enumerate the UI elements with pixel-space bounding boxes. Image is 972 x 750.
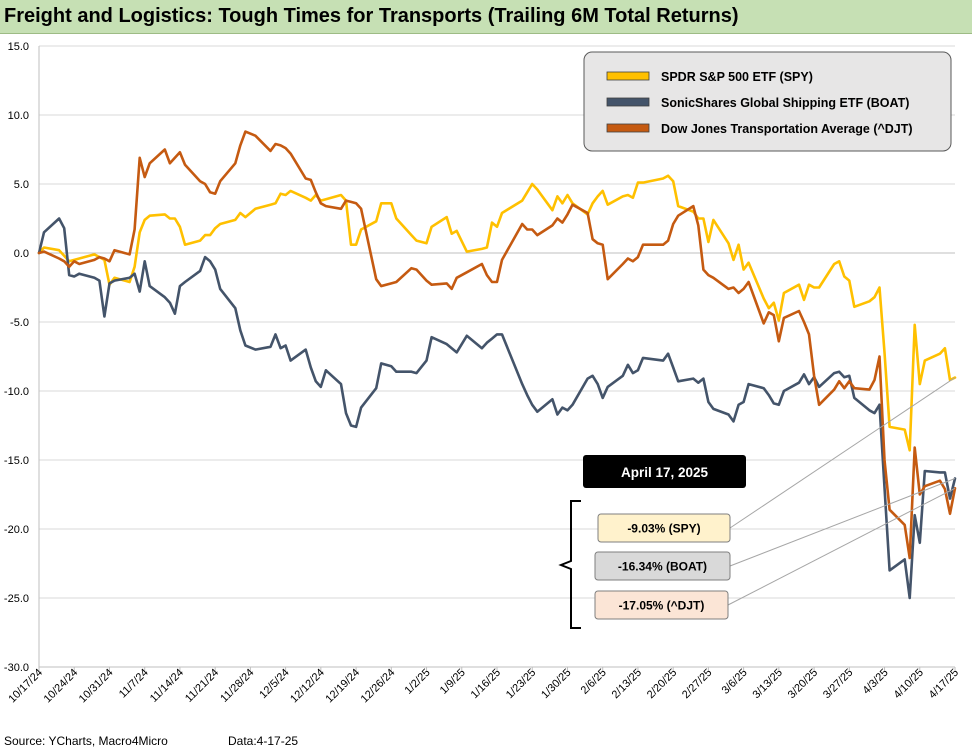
x-tick-label: 11/28/24 [218,667,256,705]
chart-canvas: 15.0 10.0 5.0 0.0 -5.0 -10.0 -15.0 -20.0 -25.0 -3… [4,41,961,706]
legend-swatch [606,97,650,107]
y-tick-label: 5.0 [14,179,29,191]
x-tick-label: 10/24/24 [42,667,81,706]
footer-data-date: Data:4-17-25 [228,734,299,748]
callout-box [594,590,729,620]
x-tick-label: 1/23/25 [504,667,538,701]
x-tick-label: 12/5/24 [257,667,291,701]
footer-source: Source: YCharts, Macro4Micro [4,734,168,748]
callout-label: -17.05% (^DJT) [619,599,705,613]
x-tick-label: 3/6/25 [720,667,750,697]
x-tick-label: 3/20/25 [786,667,820,701]
callout-box [597,513,731,543]
x-tick-label: 4/10/25 [891,667,925,701]
callout-box [594,551,731,581]
callout-leader [729,478,956,567]
callout-brace [558,500,581,629]
legend-label: SPDR S&P 500 ETF (SPY) [661,70,813,84]
y-tick-label: -20.0 [4,524,29,536]
series-layer [37,130,957,600]
x-tick-label: 2/13/25 [610,667,644,701]
series-line-1 [37,217,957,600]
x-tick-label: 12/19/24 [323,667,362,706]
series-line-0 [37,174,957,452]
y-tick-label: -10.0 [4,386,29,398]
legend-label: SonicShares Global Shipping ETF (BOAT) [661,96,909,110]
date-label: April 17, 2025 [621,465,709,480]
y-tick-label: -25.0 [4,593,29,605]
x-tick-label: 1/30/25 [539,667,573,701]
legend-swatch [606,123,650,133]
x-tick-label: 1/2/25 [403,667,433,697]
x-tick-label: 2/20/25 [645,667,679,701]
y-tick-label: -5.0 [10,317,29,329]
y-tick-label: -30.0 [4,662,29,674]
annotation-layer: April 17, 2025 -9.03% (SPY) -16.34% (BOAT)… [558,377,956,629]
x-tick-label: 3/13/25 [751,667,785,701]
x-tick-label: 12/26/24 [359,667,398,706]
y-tick-label: 10.0 [8,110,29,122]
callout-label: -9.03% (SPY) [627,522,700,536]
callout-leader [729,377,956,529]
x-tick-label: 3/27/25 [821,667,855,701]
y-tick-label: -15.0 [4,455,29,467]
legend-box [583,51,952,152]
series-line-2 [37,130,957,560]
chart-title: Freight and Logistics: Tough Times for T… [4,5,739,27]
x-tick-label: 2/6/25 [579,667,609,697]
x-tick-label: 4/17/25 [927,667,961,701]
x-tick-label: 1/16/25 [469,667,503,701]
y-tick-label: 0.0 [14,248,29,260]
callout-leader [727,487,956,606]
callout-label: -16.34% (BOAT) [618,560,707,574]
legend-swatch [606,71,650,81]
legend-layer: SPDR S&P 500 ETF (SPY) SonicShares Global… [583,51,952,152]
x-tick-label: 11/21/24 [183,667,221,705]
x-tick-label: 4/3/25 [861,667,891,697]
x-tick-label: 2/27/25 [680,667,714,701]
date-label-box [583,455,746,488]
x-tick-label: 11/14/24 [148,667,186,705]
y-tick-label: 15.0 [8,41,29,53]
x-tick-label: 10/31/24 [77,667,116,706]
x-tick-label: 11/7/24 [117,667,151,701]
legend-label: Dow Jones Transportation Average (^DJT) [661,122,913,136]
title-bar: Freight and Logistics: Tough Times for T… [0,0,972,34]
x-tick-label: 12/12/24 [288,667,327,706]
x-tick-label: 1/9/25 [438,667,468,697]
